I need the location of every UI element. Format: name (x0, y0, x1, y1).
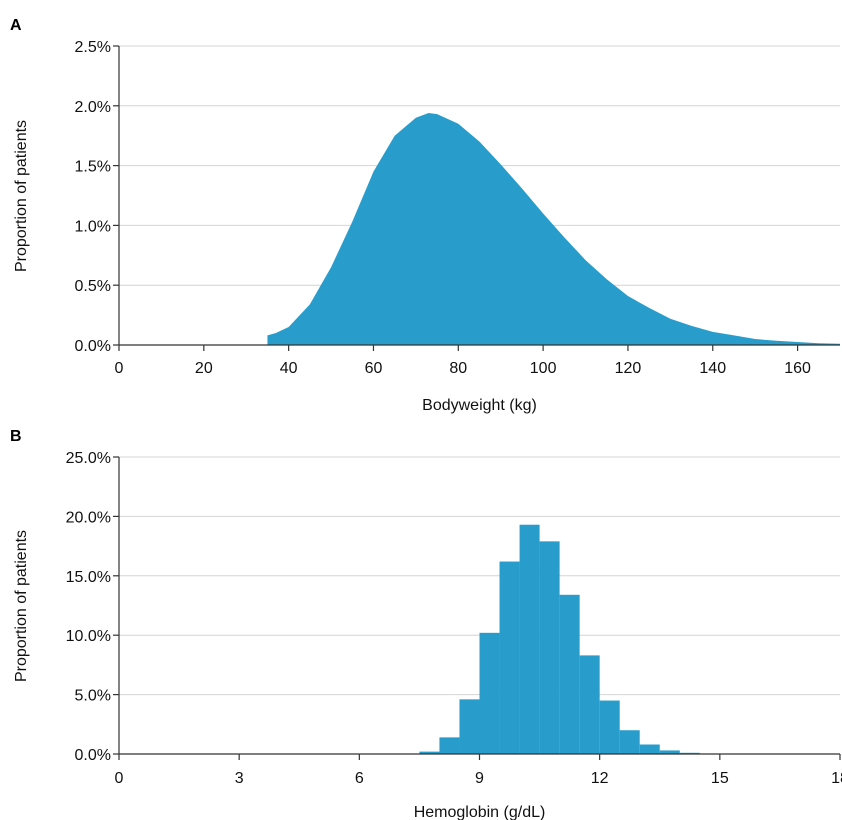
y-tick-label: 0.5% (75, 278, 111, 295)
x-tick-label: 40 (280, 360, 298, 377)
x-tick-label: 80 (449, 360, 467, 377)
x-tick-label: 3 (235, 770, 244, 787)
histogram-bar (639, 744, 660, 754)
panel-letter: B (10, 428, 22, 445)
y-tick-label: 2.5% (75, 39, 111, 56)
x-axis-title: Bodyweight (kg) (422, 397, 537, 414)
x-tick-label: 60 (365, 360, 383, 377)
histogram-bar (539, 541, 560, 754)
x-tick-label: 20 (195, 360, 213, 377)
histogram-bar (499, 561, 520, 754)
y-tick-label: 20.0% (66, 509, 111, 526)
x-tick-label: 140 (699, 360, 726, 377)
panel-b-chart: B 0.0% 5.0% 10.0% 15.0% 20.0% 25.0% 0 3 6 9 12 15 18 H… (10, 428, 842, 820)
y-tick-label: 0.0% (75, 747, 111, 764)
histogram-bar (419, 751, 440, 754)
histogram-bar (479, 632, 500, 754)
histogram-bar (659, 750, 680, 754)
x-tick-label: 160 (784, 360, 811, 377)
y-tick-label: 2.0% (75, 99, 111, 116)
y-axis-title: Proportion of patients (13, 530, 30, 682)
histogram-bar (599, 700, 620, 754)
histogram-bar (579, 655, 600, 754)
y-tick-label: 15.0% (66, 569, 111, 586)
y-tick-label: 10.0% (66, 628, 111, 645)
histogram-bar (559, 594, 580, 754)
panel-a-chart: A 0.0% 0.5% 1.0% 1.5% 2.0% 2.5% 0 20 40 60 80 100 120… (10, 17, 840, 414)
x-axis-title: Hemoglobin (g/dL) (414, 804, 546, 820)
y-axis-title: Proportion of patients (13, 120, 30, 272)
x-tick-label: 120 (615, 360, 642, 377)
x-tick-label: 12 (591, 770, 609, 787)
y-tick-label: 0.0% (75, 338, 111, 355)
x-tick-label: 0 (115, 770, 124, 787)
bodyweight-density-area (267, 112, 840, 345)
x-tick-label: 0 (115, 360, 124, 377)
x-tick-label: 18 (831, 770, 842, 787)
y-tick-label: 1.0% (75, 218, 111, 235)
histogram-bar (439, 737, 460, 754)
x-tick-label: 100 (530, 360, 557, 377)
y-tick-label: 5.0% (75, 688, 111, 705)
y-tick-label: 1.5% (75, 159, 111, 176)
histogram-bar (459, 699, 480, 754)
histogram-bar (519, 524, 540, 754)
x-tick-label: 9 (475, 770, 484, 787)
histogram-bar (619, 730, 640, 754)
y-tick-label: 25.0% (66, 450, 111, 467)
panel-letter: A (10, 17, 22, 34)
x-tick-label: 15 (711, 770, 729, 787)
x-tick-label: 6 (355, 770, 364, 787)
